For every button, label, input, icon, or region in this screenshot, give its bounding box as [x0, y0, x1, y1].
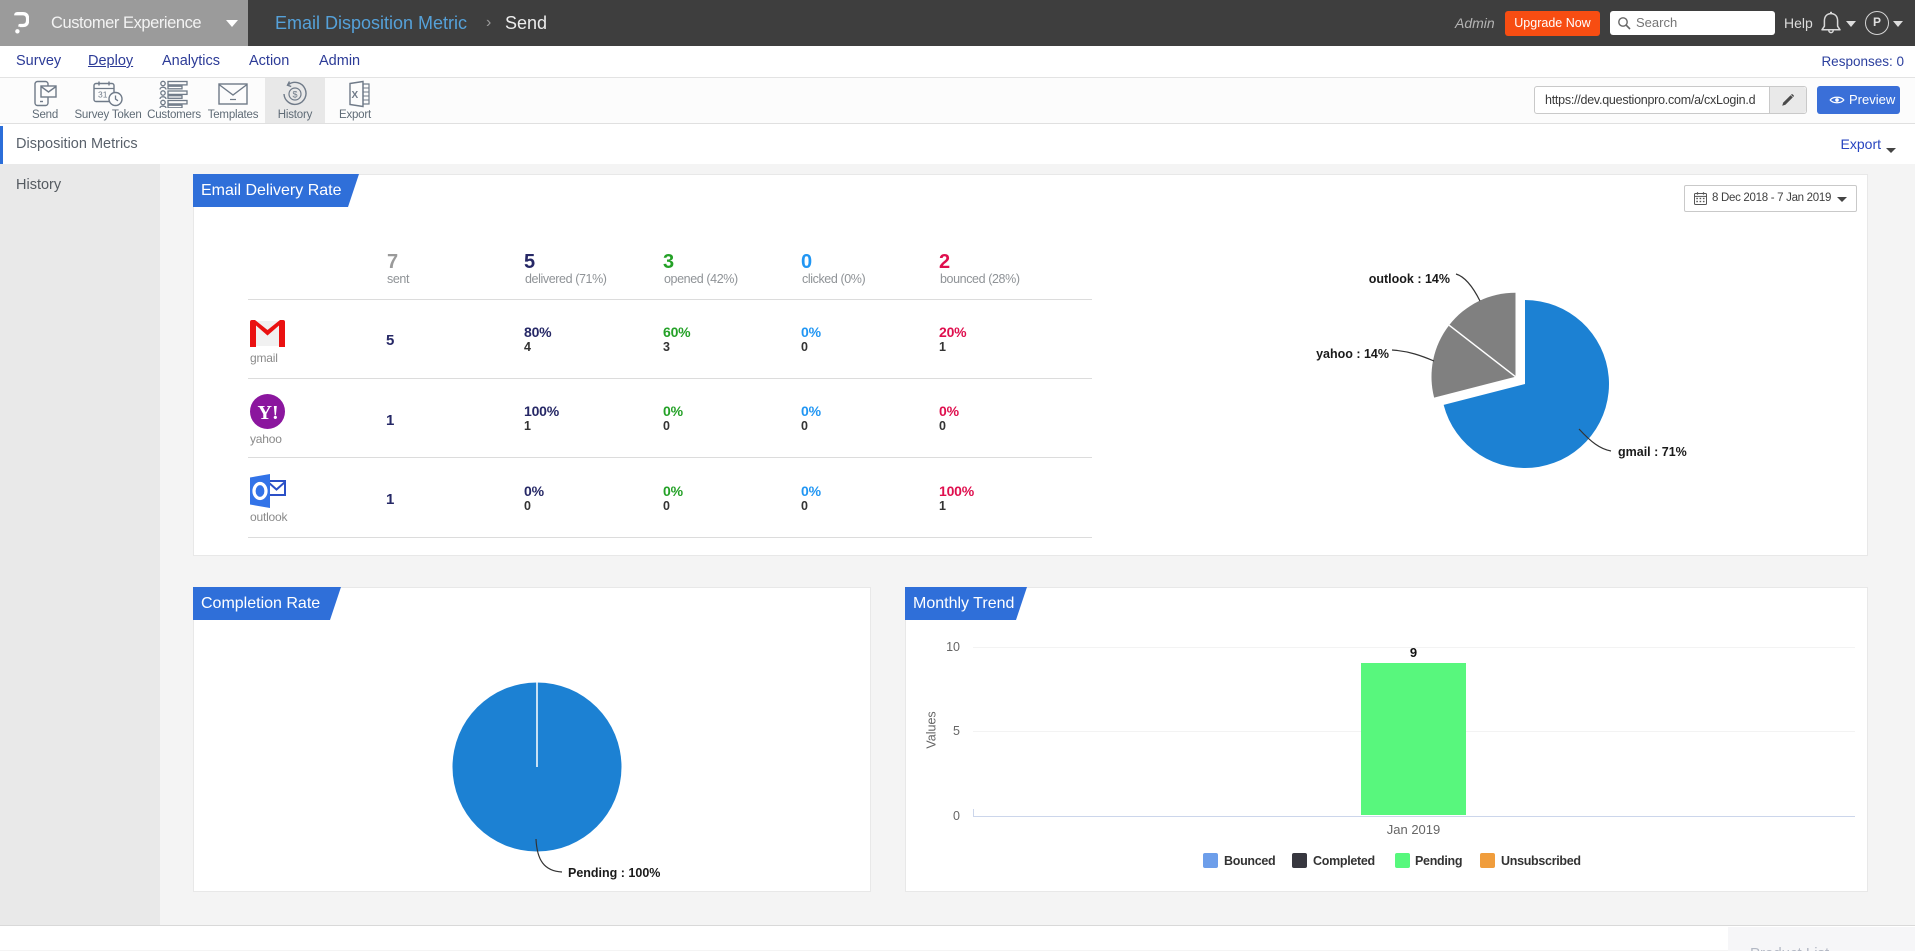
svg-text:31: 31 — [98, 90, 108, 100]
svg-text:outlook : 14%: outlook : 14% — [1369, 272, 1450, 286]
svg-text:X: X — [352, 90, 359, 101]
svg-text:yahoo : 14%: yahoo : 14% — [1316, 347, 1389, 361]
svg-text:gmail : 71%: gmail : 71% — [1618, 445, 1687, 459]
svg-text:Y!: Y! — [258, 402, 279, 424]
svg-text:Pending : 100%: Pending : 100% — [568, 866, 660, 880]
svg-text:$: $ — [293, 90, 298, 100]
